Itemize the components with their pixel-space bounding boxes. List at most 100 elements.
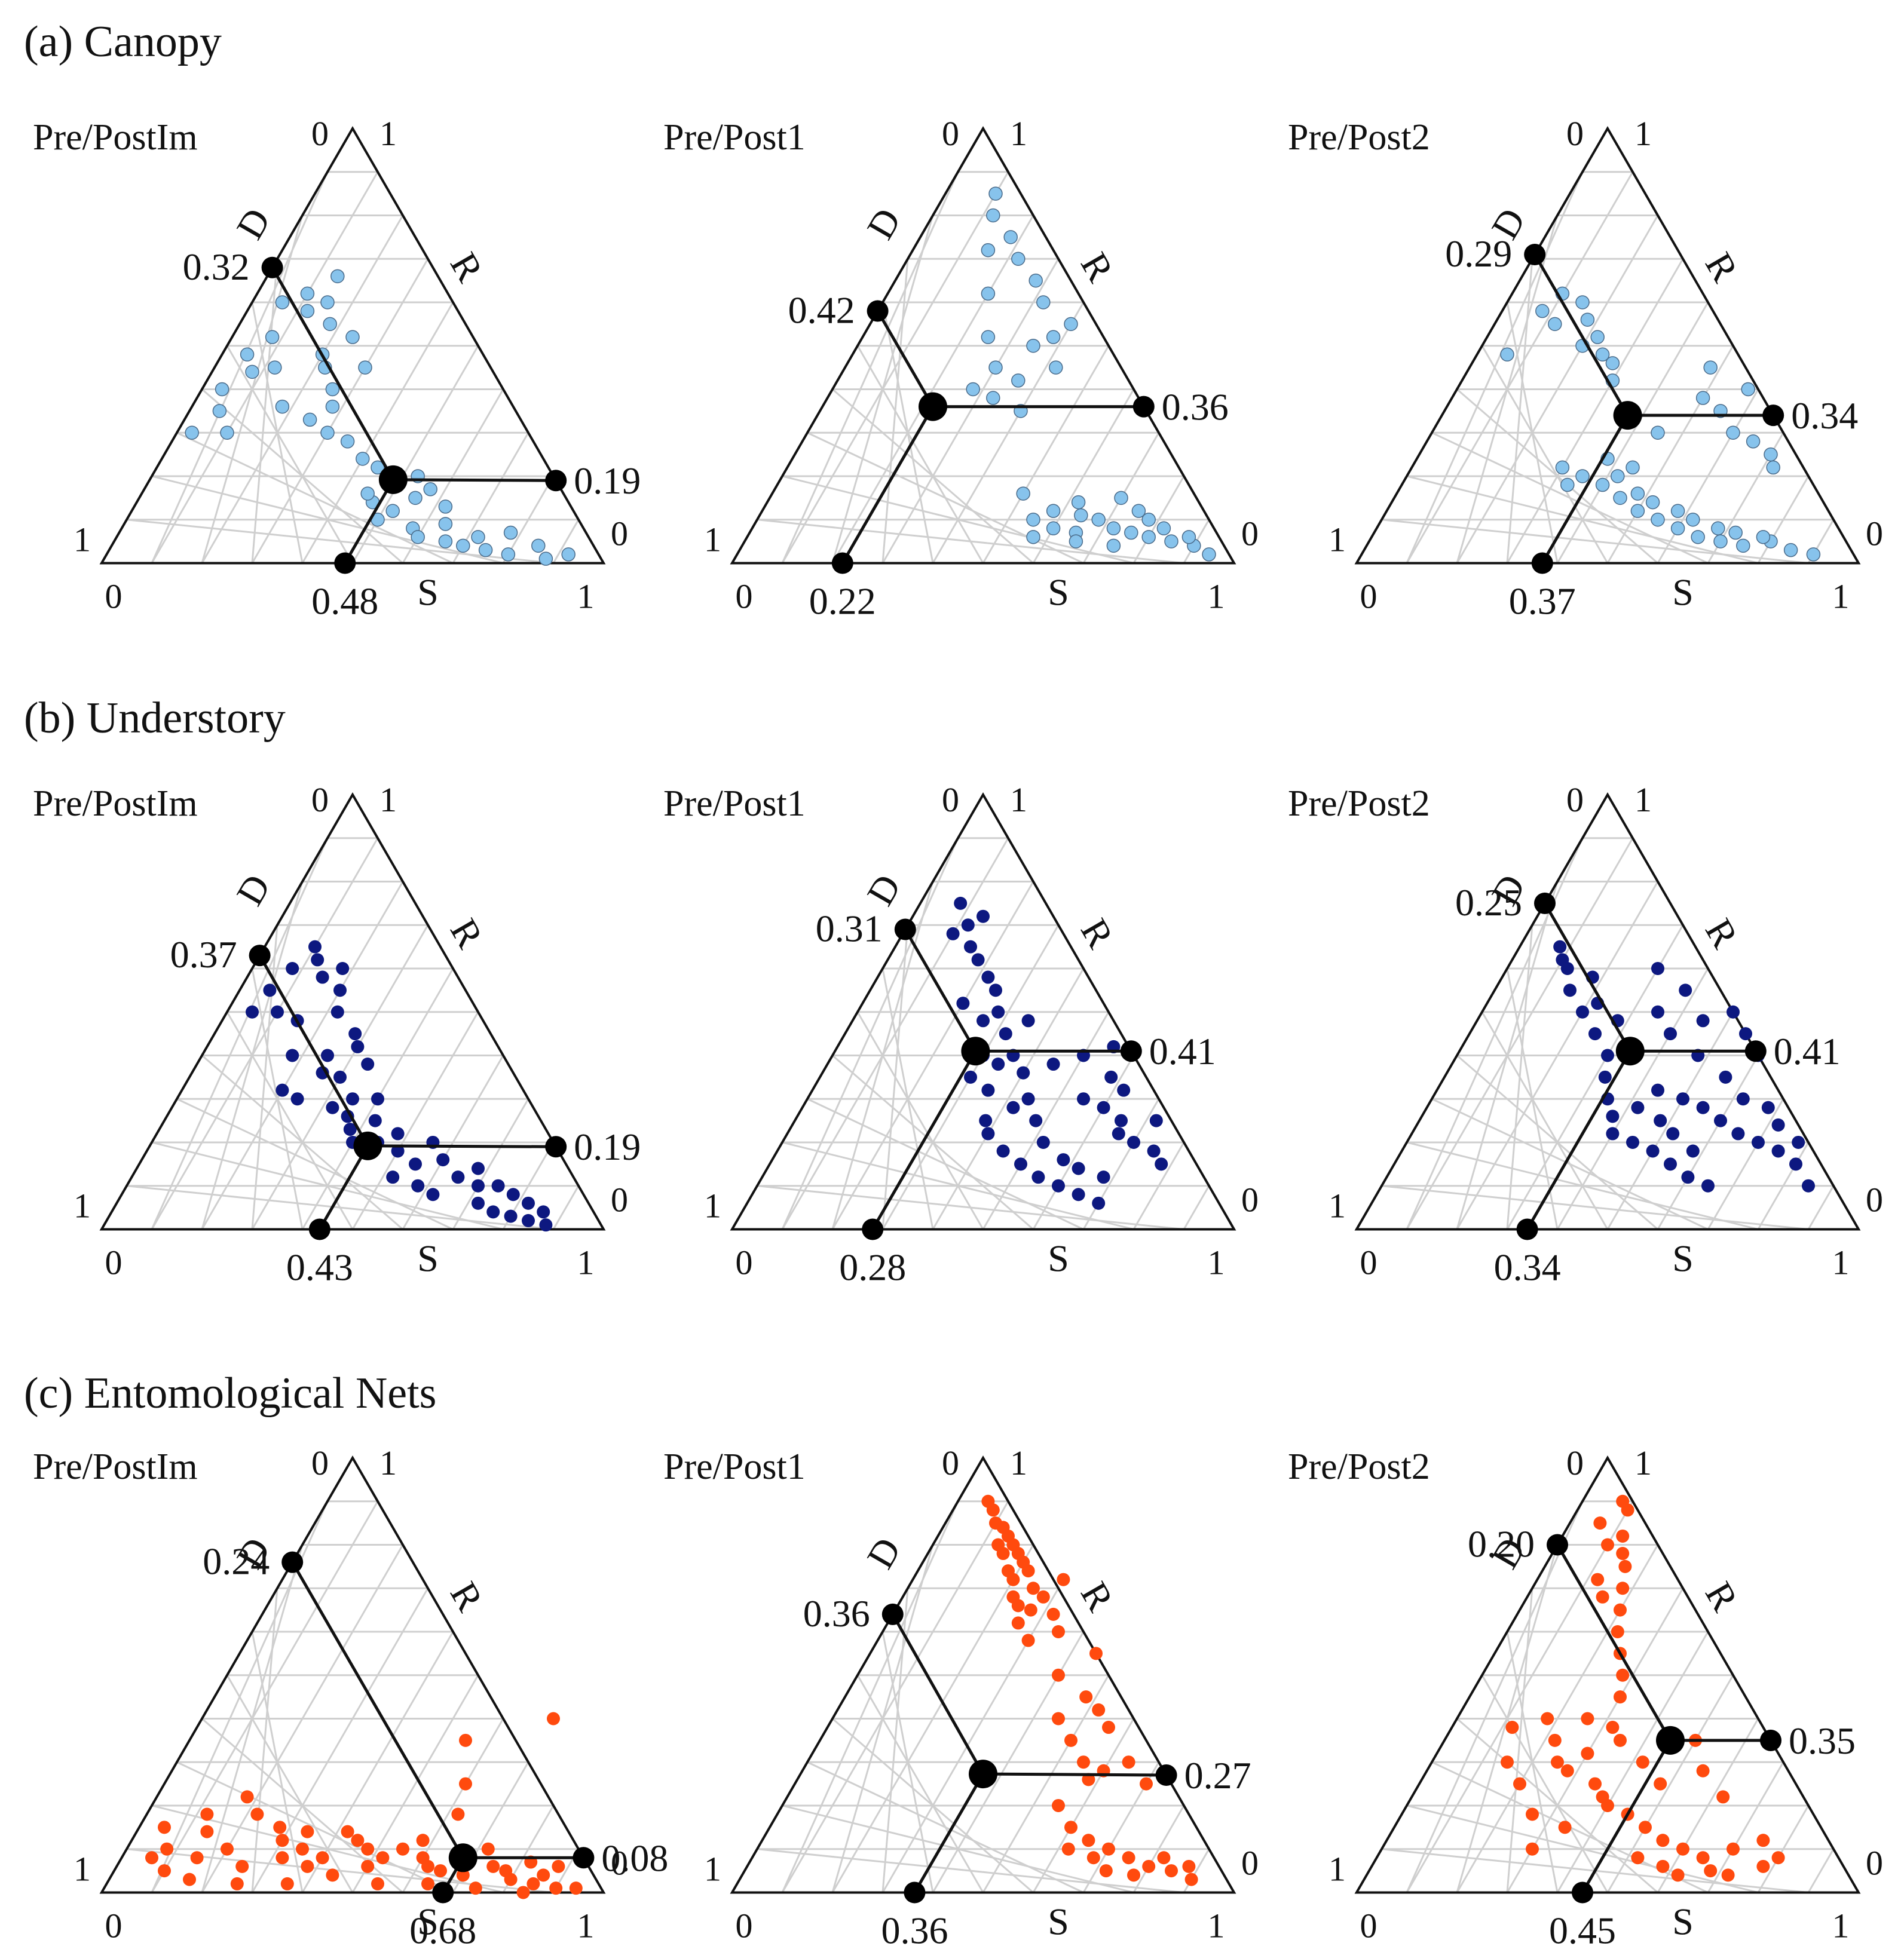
data-point — [1616, 1547, 1630, 1561]
data-point — [438, 499, 453, 514]
data-point — [1727, 1005, 1740, 1019]
data-point — [1106, 521, 1121, 536]
axis-label-s: S — [417, 1237, 439, 1279]
grid-line — [226, 1674, 354, 1893]
centroid-endpoint-r — [1762, 404, 1784, 427]
data-point — [1606, 1721, 1620, 1734]
data-point — [1104, 1070, 1118, 1084]
tick-label-bottom-right: 1 — [1832, 577, 1850, 615]
axis-label-d: D — [859, 868, 910, 913]
data-point — [1654, 1777, 1667, 1791]
data-point — [351, 1040, 365, 1053]
data-point — [1639, 1821, 1652, 1834]
data-point — [1588, 1027, 1602, 1041]
centroid-marker — [961, 1037, 990, 1066]
tick-label-bottom-right: 1 — [577, 1906, 595, 1945]
data-point — [190, 1851, 204, 1865]
data-point — [1027, 1582, 1040, 1595]
tick-label-bottom-left: 0 — [736, 1906, 753, 1945]
centroid-endpoint-d — [881, 1603, 904, 1625]
data-point — [423, 482, 437, 497]
data-point — [1052, 1712, 1065, 1726]
grid-line — [856, 1674, 984, 1893]
tick-label-top-left: 0 — [311, 780, 329, 819]
triangle-frame — [730, 1455, 1236, 1894]
data-point — [1011, 1616, 1025, 1630]
data-point — [1581, 1712, 1594, 1726]
grid-line — [151, 1804, 504, 1893]
grid-line — [1406, 1804, 1759, 1893]
data-point — [472, 1179, 485, 1193]
data-point — [1026, 338, 1040, 353]
axis-label-d: D — [228, 201, 279, 247]
grid-line — [151, 1141, 504, 1230]
tick-label-right: 0 — [611, 1843, 628, 1882]
triangle-frame — [1354, 1455, 1861, 1894]
tick-label-top-left: 0 — [1566, 1444, 1584, 1482]
data-point — [265, 330, 280, 344]
data-point — [361, 1058, 375, 1071]
data-point — [1598, 1070, 1612, 1084]
data-point — [320, 425, 335, 440]
data-point — [240, 347, 255, 362]
data-point — [1077, 1755, 1090, 1769]
data-point — [1029, 1114, 1043, 1127]
data-point — [160, 1842, 174, 1856]
data-point — [408, 491, 423, 505]
centroid-line-s — [344, 479, 395, 564]
data-point — [1714, 1114, 1727, 1127]
grid-line — [226, 1011, 354, 1230]
centroid-endpoint-d — [1534, 892, 1556, 914]
centroid-endpoint-d — [894, 918, 916, 940]
grid-line — [552, 519, 580, 564]
grid-line — [757, 1185, 1184, 1230]
axis-label-r: R — [1073, 1575, 1122, 1619]
data-point — [1092, 1703, 1106, 1717]
data-point — [1156, 521, 1171, 536]
grid-line — [1381, 519, 1809, 564]
data-point — [1003, 230, 1018, 244]
data-point — [1061, 1842, 1075, 1856]
data-point — [1676, 1092, 1689, 1106]
data-point — [499, 1864, 513, 1878]
data-point — [438, 534, 453, 548]
tick-label-top-right: 1 — [1010, 1444, 1027, 1482]
data-point — [991, 1058, 1005, 1071]
data-point — [326, 1868, 339, 1882]
data-point — [1741, 382, 1755, 397]
data-point — [1593, 1516, 1607, 1530]
tick-label-right: 0 — [1866, 514, 1883, 553]
centroid-line-d — [904, 928, 977, 1052]
data-point — [1122, 1851, 1135, 1865]
data-point — [1551, 1755, 1564, 1769]
grid-line — [1707, 1761, 1784, 1893]
centroid-label-d: 0.24 — [203, 1540, 270, 1583]
data-point — [1726, 425, 1740, 440]
data-point — [961, 918, 975, 932]
centroid-endpoint-r — [1155, 1764, 1177, 1786]
data-point — [1140, 1777, 1153, 1791]
centroid-label-r: 0.34 — [1791, 394, 1858, 437]
centroid-marker — [353, 1131, 382, 1160]
data-point — [1057, 1573, 1070, 1586]
data-point — [506, 1188, 520, 1202]
data-point — [438, 517, 453, 531]
data-point — [345, 330, 360, 344]
data-point — [1651, 512, 1665, 527]
data-point — [1686, 512, 1700, 527]
data-point — [1091, 512, 1106, 527]
data-point — [981, 330, 996, 344]
data-point — [988, 360, 1003, 375]
grid-line — [1456, 1718, 1658, 1893]
centroid-marker — [919, 392, 947, 421]
data-point — [1601, 1538, 1614, 1552]
data-point — [1656, 1859, 1670, 1873]
data-point — [1057, 1153, 1070, 1167]
data-point — [1513, 1777, 1526, 1791]
tick-label-right: 0 — [1241, 514, 1259, 553]
data-point — [1651, 425, 1665, 440]
data-point — [1184, 1873, 1198, 1886]
data-point — [276, 1834, 289, 1847]
